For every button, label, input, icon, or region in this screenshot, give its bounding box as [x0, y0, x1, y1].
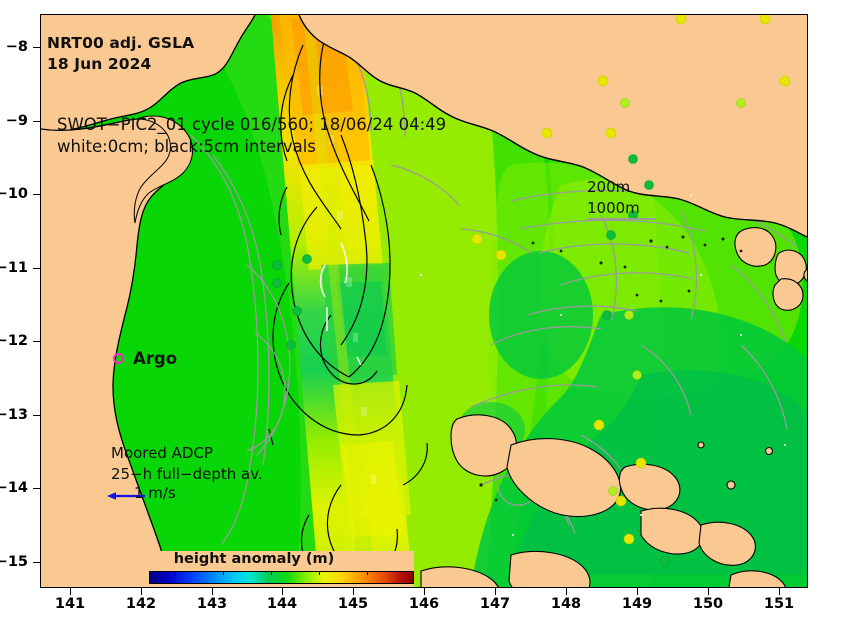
x-axis-label: 149 — [621, 596, 653, 612]
x-axis-label: 150 — [692, 596, 724, 612]
adcp-line-1: Moored ADCP — [111, 444, 213, 462]
x-tick — [282, 588, 284, 595]
colorbar-tick — [319, 571, 321, 575]
x-tick — [212, 588, 214, 595]
y-axis-label: −15 — [0, 554, 28, 570]
y-axis-label: −11 — [0, 260, 28, 276]
y-tick — [33, 562, 40, 564]
colorbar-label: 0.3 — [318, 585, 368, 587]
x-tick — [424, 588, 426, 595]
map-plot-area[interactable]: NRT00 adj. GSLA 18 Jun 2024 SWOT−PIC2_01… — [40, 14, 808, 588]
x-tick — [495, 588, 497, 595]
x-axis-label: 151 — [763, 596, 795, 612]
adcp-scale-label: 1 m/s — [134, 484, 176, 502]
y-tick — [33, 341, 40, 343]
colorbar-label: 0.5 — [366, 585, 416, 587]
swot-line-1: SWOT−PIC2_01 cycle 016/560; 18/06/24 04:… — [57, 115, 447, 134]
colorbar-tick — [271, 571, 273, 575]
title-line-2: 18 Jun 2024 — [47, 54, 152, 73]
swot-pass-annotation: SWOT−PIC2_01 cycle 016/560; 18/06/24 04:… — [57, 114, 446, 159]
white-zero-contour — [319, 242, 362, 366]
x-tick — [779, 588, 781, 595]
x-tick — [708, 588, 710, 595]
x-axis-label: 144 — [266, 596, 298, 612]
y-axis-label: −8 — [5, 39, 28, 55]
x-axis-label: 142 — [125, 596, 157, 612]
x-axis-label: 146 — [408, 596, 440, 612]
y-tick — [33, 415, 40, 417]
y-axis-label: −14 — [0, 480, 28, 496]
map-raster — [41, 15, 807, 587]
colorbar-label: −0.1 — [222, 585, 272, 587]
colorbar-tick — [175, 571, 177, 575]
x-axis-label: 141 — [54, 596, 86, 612]
adcp-scale-arrow-icon — [107, 492, 145, 500]
x-tick — [637, 588, 639, 595]
adcp-line-2: 25−h full−depth av. — [111, 465, 263, 483]
isobath-1000m-label: 1000m — [587, 198, 640, 217]
colorbar-label: 0.1 — [270, 585, 320, 587]
y-axis-label: −10 — [0, 186, 28, 202]
island-polygons — [420, 227, 807, 587]
colorbar-tick — [223, 571, 225, 575]
y-axis-label: −12 — [0, 333, 28, 349]
colorbar-label: −0.5 — [126, 585, 176, 587]
x-axis-label: 148 — [550, 596, 582, 612]
x-tick — [141, 588, 143, 595]
argo-float-marker[interactable] — [113, 353, 124, 364]
y-tick — [33, 194, 40, 196]
x-axis-label: 145 — [337, 596, 369, 612]
y-axis-label: −13 — [0, 407, 28, 423]
colorbar-legend[interactable]: height anomaly (m) −0.5 −0.3 −0.1 0.1 0.… — [94, 551, 416, 587]
y-tick — [33, 121, 40, 123]
colorbar-gradient[interactable] — [149, 571, 414, 584]
adcp-annotation: Moored ADCP 25−h full−depth av. — [111, 443, 263, 485]
isobath-200m-label: 200m — [587, 178, 631, 196]
isobath-line-sample — [588, 218, 656, 220]
colorbar-label: −0.3 — [174, 585, 224, 587]
landmass-polygons — [41, 15, 807, 587]
x-tick — [566, 588, 568, 595]
colorbar-tick — [367, 571, 369, 575]
y-tick — [33, 47, 40, 49]
colorbar-title: height anomaly (m) — [173, 551, 335, 567]
black-contour-lines — [268, 26, 428, 572]
x-axis-label: 147 — [479, 596, 511, 612]
swot-line-2: white:0cm; black:5cm intervals — [57, 137, 316, 157]
y-axis-label: −9 — [5, 113, 28, 129]
x-tick — [353, 588, 355, 595]
y-tick — [33, 488, 40, 490]
swot-swath — [271, 15, 413, 587]
coast-detail-specks — [479, 235, 743, 502]
isobath-legend: 200m 1000m — [587, 177, 640, 218]
title-line-1: NRT00 adj. GSLA — [47, 34, 195, 52]
argo-label: Argo — [133, 349, 178, 368]
station-markers — [272, 15, 791, 566]
x-tick — [70, 588, 72, 595]
figure-title: NRT00 adj. GSLA 18 Jun 2024 — [47, 33, 194, 74]
x-axis-label: 143 — [196, 596, 228, 612]
y-tick — [33, 268, 40, 270]
